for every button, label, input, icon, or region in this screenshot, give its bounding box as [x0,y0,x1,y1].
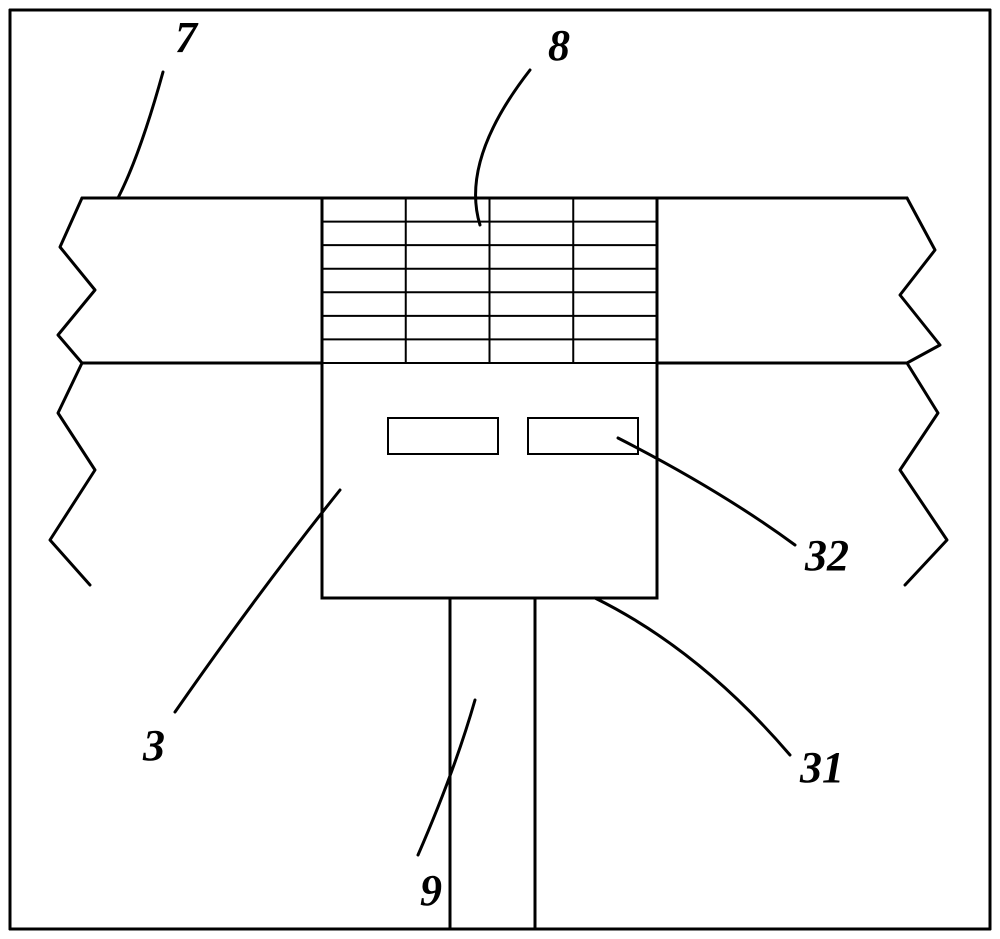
label-9: 9 [420,865,442,916]
grid-hatch [322,198,657,363]
label-7: 7 [175,12,197,63]
label-8: 8 [548,20,570,71]
label-32: 32 [805,530,849,581]
break-zigzags [50,198,947,585]
slot-rects [388,418,638,454]
horizontal-band [82,198,907,363]
leader-curves [118,70,795,855]
label-31: 31 [800,742,844,793]
label-3: 3 [143,720,165,771]
vertical-post [450,598,535,929]
